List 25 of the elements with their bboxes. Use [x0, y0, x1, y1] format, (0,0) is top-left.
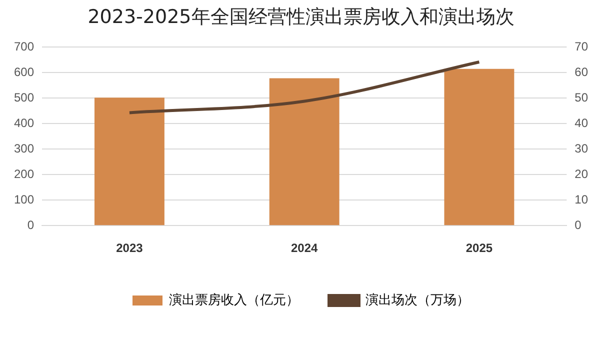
y-tick-label: 600: [14, 65, 34, 79]
x-tick-label: 2025: [466, 241, 493, 256]
chart-title: 2023-2025年全国经营性演出票房收入和演出场次: [86, 5, 516, 30]
y-tick-label: 200: [14, 166, 34, 181]
y2-tick-label: 0: [574, 218, 582, 232]
legend-label: 演出场次（万场）: [366, 292, 470, 308]
y-tick-label: 400: [14, 116, 34, 130]
bar: [444, 68, 514, 226]
legend-label: 演出票房收入（亿元）: [169, 292, 299, 308]
x-tick-label: 2024: [290, 241, 318, 256]
y2-tick-label: 40: [574, 116, 588, 130]
y-tick-label: 0: [27, 218, 34, 232]
y2-tick-label: 60: [574, 65, 588, 79]
x-tick-label: 2023: [116, 241, 144, 256]
y2-tick-label: 30: [574, 141, 588, 156]
y2-tick-label: 10: [574, 192, 588, 206]
y-tick-label: 300: [14, 141, 34, 156]
y2-tick-label: 50: [574, 90, 588, 104]
bar: [94, 98, 164, 226]
y-tick-label: 700: [14, 40, 34, 54]
y-tick-label: 100: [14, 192, 34, 206]
y2-tick-label: 20: [574, 166, 588, 181]
bar: [269, 78, 340, 226]
y-tick-label: 500: [14, 90, 34, 104]
y2-tick-label: 70: [574, 40, 588, 54]
